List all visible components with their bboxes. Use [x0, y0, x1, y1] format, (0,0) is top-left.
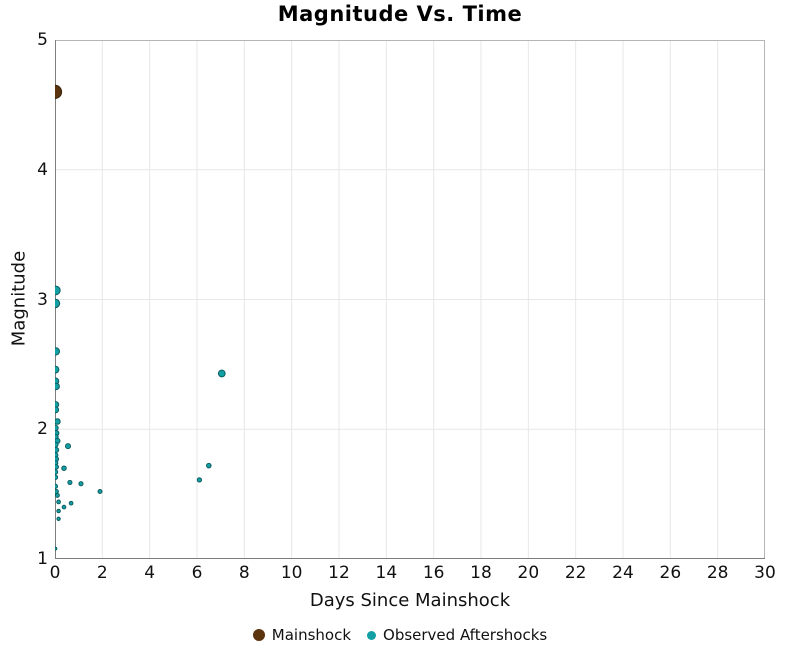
aftershock-point — [55, 492, 60, 498]
y-tick-label: 5 — [37, 30, 48, 50]
x-tick-label: 2 — [96, 563, 108, 583]
aftershock-point — [55, 447, 60, 453]
y-axis-label: Magnitude — [8, 250, 30, 347]
aftershock-point — [55, 418, 61, 425]
legend-label-mainshock: Mainshock — [271, 626, 352, 644]
aftershock-point — [97, 489, 103, 494]
legend-item-mainshock: Mainshock — [252, 626, 352, 644]
aftershock-point — [65, 443, 71, 450]
x-tick-label: 6 — [191, 563, 203, 583]
y-tick-label: 1 — [37, 549, 48, 569]
aftershock-point — [55, 285, 61, 296]
aftershock-point — [55, 424, 59, 432]
x-tick-label: 22 — [564, 563, 587, 583]
y-tick-label: 2 — [37, 419, 48, 440]
x-tick-label: 4 — [144, 563, 156, 583]
aftershock-marker-icon — [367, 630, 377, 640]
x-tick-label: 16 — [422, 563, 445, 583]
chart-title: Magnitude Vs. Time — [277, 2, 523, 26]
legend: Mainshock Observed Aftershocks — [0, 622, 800, 648]
x-tick-label: 28 — [706, 563, 729, 583]
aftershock-point — [55, 474, 59, 480]
aftershock-point — [55, 365, 60, 374]
aftershock-point — [67, 479, 73, 485]
aftershock-point — [206, 462, 212, 469]
y-tick-label: 4 — [37, 159, 48, 180]
aftershock-point — [56, 516, 61, 521]
legend-item-aftershocks: Observed Aftershocks — [367, 626, 547, 644]
y-tick-label: 3 — [37, 289, 48, 310]
mainshock-point — [55, 84, 63, 99]
aftershock-point — [68, 500, 74, 506]
x-tick-label: 10 — [280, 563, 303, 583]
x-tick-label: 0 — [49, 563, 61, 583]
x-tick-label: 20 — [517, 563, 540, 583]
aftershock-point — [55, 441, 59, 448]
aftershock-point — [55, 298, 61, 309]
aftershock-point — [55, 546, 58, 551]
aftershock-point — [55, 483, 59, 489]
aftershock-point — [56, 499, 61, 505]
aftershock-point — [55, 382, 60, 391]
plot-panel — [55, 40, 765, 559]
x-tick-label: 14 — [375, 563, 398, 583]
aftershock-point — [61, 504, 67, 510]
aftershock-point — [196, 477, 203, 483]
mainshock-marker-icon — [252, 629, 265, 641]
aftershock-point — [56, 508, 61, 514]
aftershock-point — [55, 406, 60, 414]
legend-label-aftershocks: Observed Aftershocks — [383, 626, 548, 644]
x-tick-label: 30 — [754, 563, 776, 583]
x-tick-label: 8 — [238, 563, 250, 583]
aftershock-point — [55, 489, 59, 494]
aftershock-point — [217, 369, 226, 378]
plot-area — [55, 40, 765, 559]
x-tick-label: 24 — [612, 563, 634, 583]
x-tick-label: 12 — [328, 563, 350, 583]
aftershock-point — [55, 469, 59, 475]
x-tick-label: 18 — [470, 563, 492, 583]
aftershock-point — [55, 464, 59, 470]
x-axis-label: Days Since Mainshock — [309, 590, 511, 611]
aftershock-point — [78, 481, 84, 487]
aftershock-point — [55, 347, 60, 356]
aftershock-point — [61, 465, 67, 471]
x-tick-label: 26 — [659, 563, 682, 583]
